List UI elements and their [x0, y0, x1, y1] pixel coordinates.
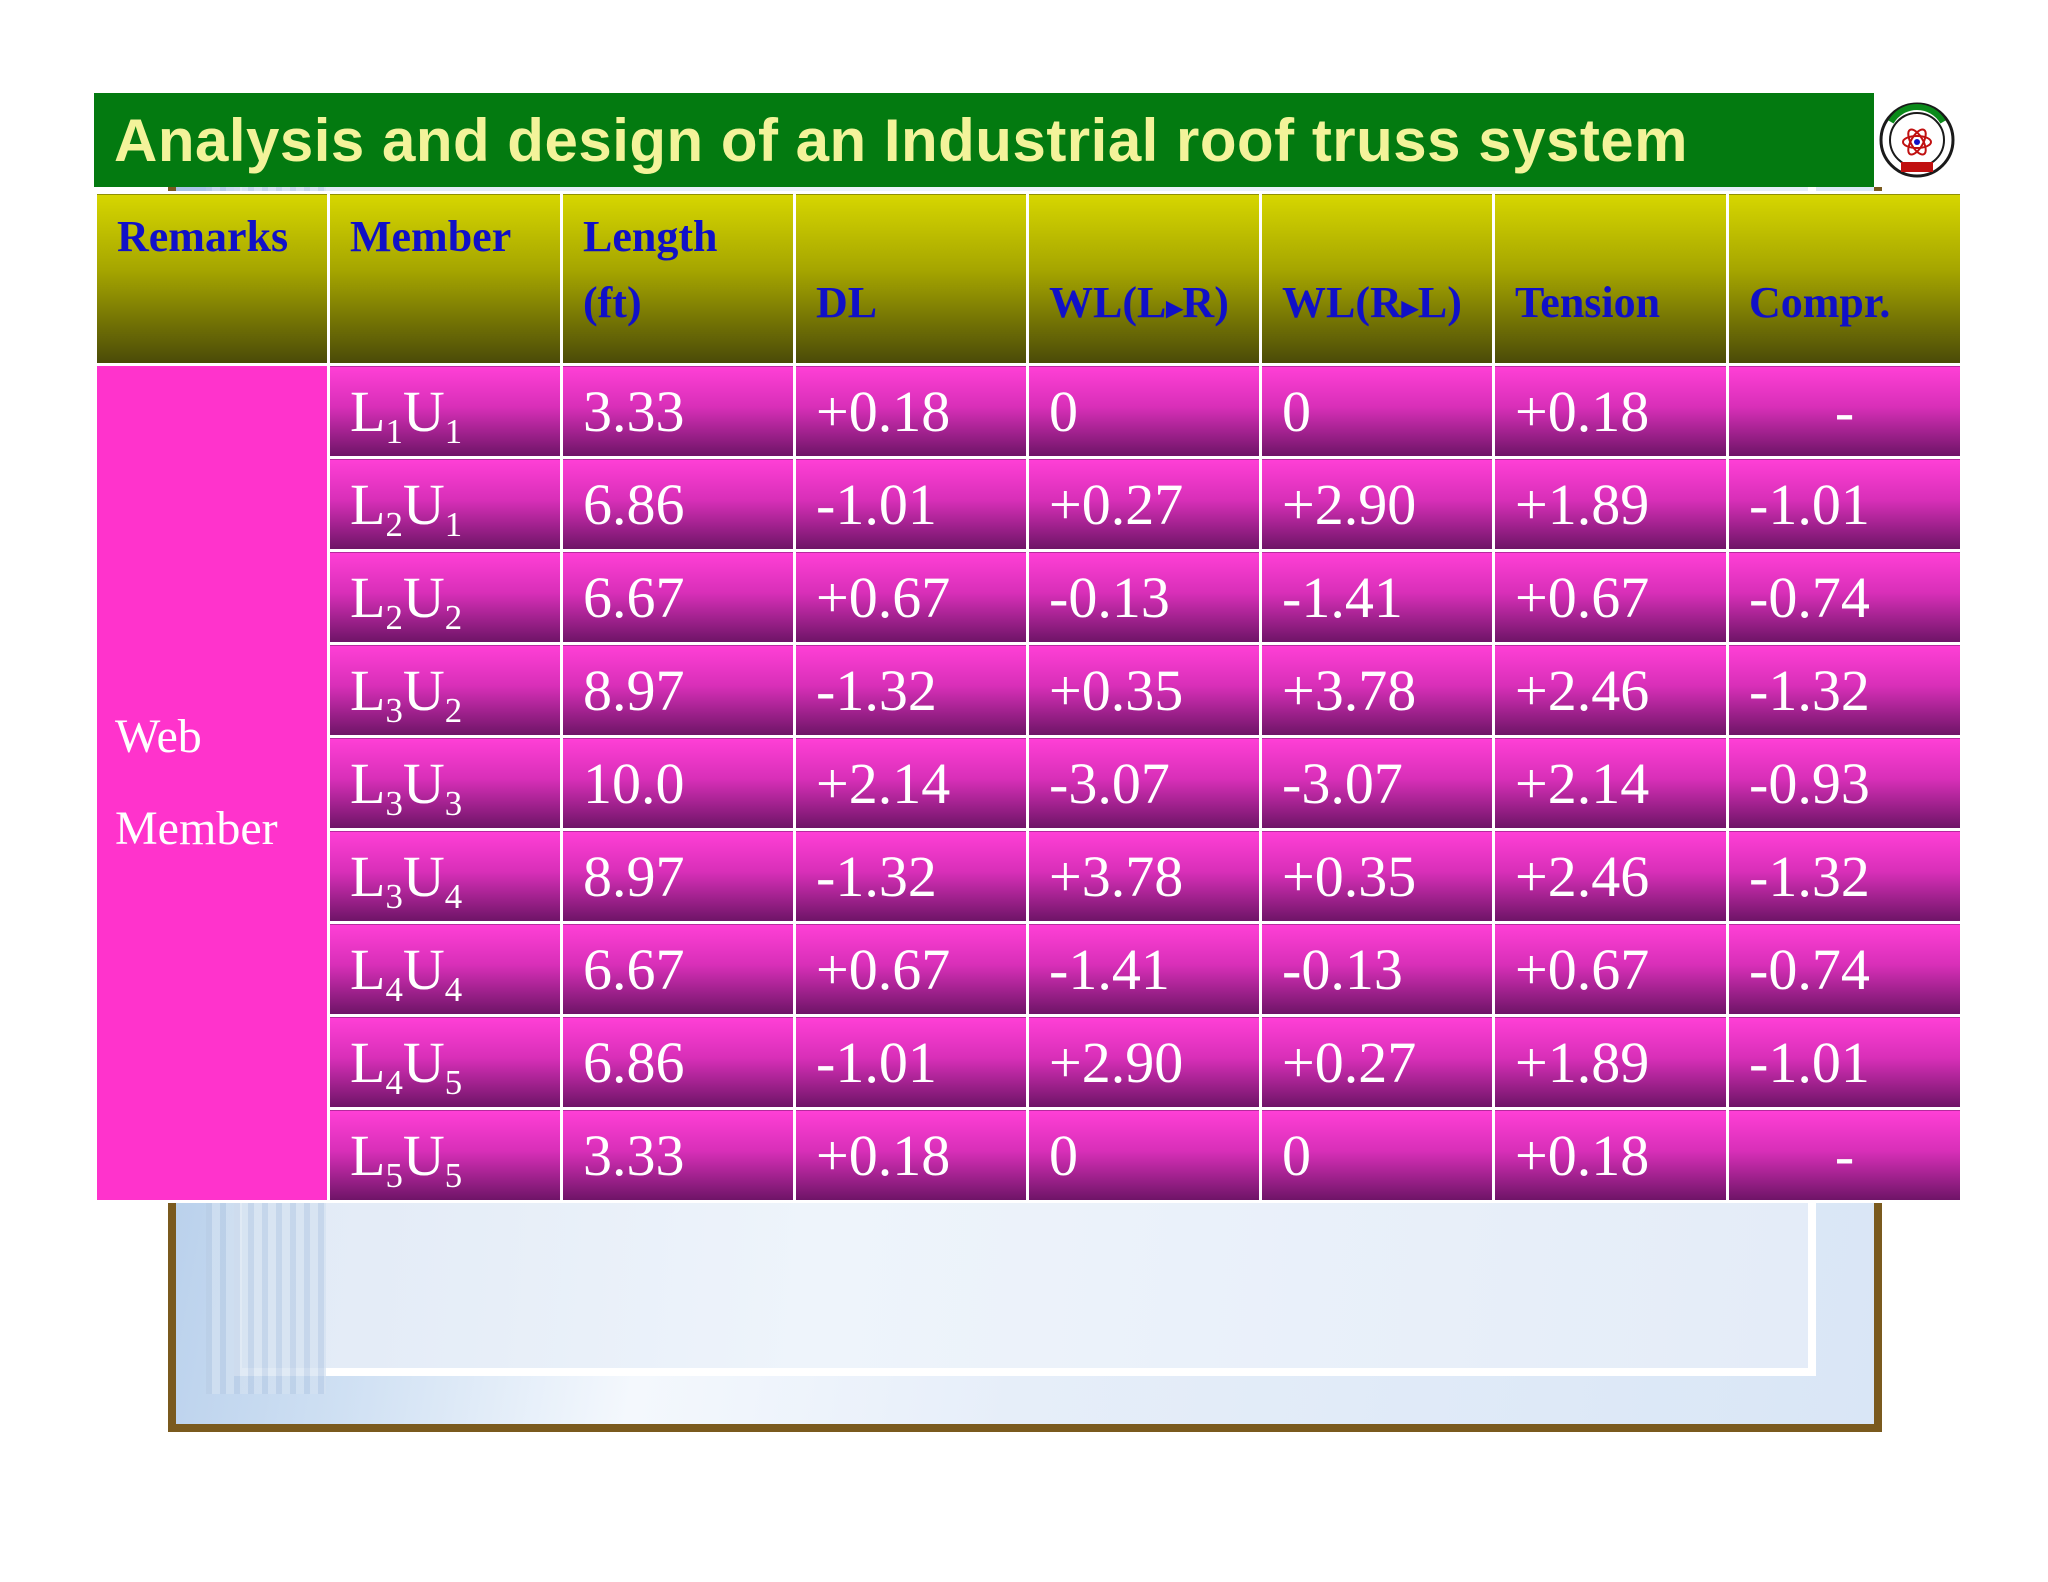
wl-lr-cell: +0.35 — [1026, 642, 1262, 738]
dl-cell: -1.32 — [793, 828, 1029, 924]
table-row: Web Member L1U1 3.33 +0.18 0 0 +0.18 - — [94, 363, 1963, 1203]
compr-cell: -1.01 — [1726, 456, 1963, 552]
wl-rl-cell: -1.41 — [1259, 549, 1495, 645]
compr-cell: - — [1726, 1107, 1963, 1203]
dl-cell: +0.18 — [793, 1107, 1029, 1203]
col-header-wl-rl-b: L) — [1417, 278, 1462, 327]
length-cell: 6.67 — [560, 549, 796, 645]
remarks-line1: Web — [115, 710, 202, 763]
dl-cell: -1.01 — [793, 456, 1029, 552]
col-header-tension: Tension — [1492, 191, 1729, 366]
table-row: L5U5 3.33 +0.18 0 0 +0.18 - — [96, 1107, 1963, 1203]
length-cell: 10.0 — [560, 735, 796, 831]
university-seal-icon — [1874, 93, 1960, 187]
table-row: L4U5 6.86 -1.01 +2.90 +0.27 +1.89 -1.01 — [96, 1014, 1963, 1110]
wl-lr-cell: -0.13 — [1026, 549, 1262, 645]
tension-cell: +2.46 — [1492, 828, 1729, 924]
member-cell: L2U2 — [327, 549, 563, 645]
remarks-line2: Member — [115, 802, 278, 855]
col-header-length-line2: (ft) — [583, 278, 642, 327]
wl-lr-cell: +2.90 — [1026, 1014, 1262, 1110]
tension-cell: +0.67 — [1492, 549, 1729, 645]
tension-cell: +2.14 — [1492, 735, 1729, 831]
wl-rl-cell: +3.78 — [1259, 642, 1495, 738]
dl-cell: +0.18 — [793, 363, 1029, 459]
length-cell: 3.33 — [560, 1107, 796, 1203]
tension-cell: +0.18 — [1492, 1107, 1729, 1203]
dl-cell: -1.01 — [793, 1014, 1029, 1110]
col-header-length: Length (ft) — [560, 191, 796, 366]
col-header-wl-lr-a: WL(L — [1049, 278, 1167, 327]
table-row: L3U2 8.97 -1.32 +0.35 +3.78 +2.46 -1.32 — [96, 642, 1963, 738]
length-cell: 3.33 — [560, 363, 796, 459]
length-cell: 6.67 — [560, 921, 796, 1017]
remarks-cell: Web Member — [94, 363, 330, 1203]
wl-rl-cell: +2.90 — [1259, 456, 1495, 552]
member-cell: L2U1 — [327, 456, 563, 552]
member-cell: L3U4 — [327, 828, 563, 924]
dl-cell: +0.67 — [793, 549, 1029, 645]
wl-rl-cell: 0 — [1259, 363, 1495, 459]
table-row: L2U1 6.86 -1.01 +0.27 +2.90 +1.89 -1.01 — [96, 456, 1963, 552]
length-cell: 6.86 — [560, 1014, 796, 1110]
table-row: L4U4 6.67 +0.67 -1.41 -0.13 +0.67 -0.74 — [96, 921, 1963, 1017]
wl-lr-cell: -1.41 — [1026, 921, 1262, 1017]
wl-rl-cell: -3.07 — [1259, 735, 1495, 831]
member-cell: L4U4 — [327, 921, 563, 1017]
compr-cell: -1.32 — [1726, 642, 1963, 738]
compr-cell: -0.93 — [1726, 735, 1963, 831]
title-bar: Analysis and design of an Industrial roo… — [94, 93, 1874, 187]
length-cell: 8.97 — [560, 828, 796, 924]
table-header-row: Remarks Member Length (ft) DL WL(L▸R) WL… — [94, 191, 1963, 366]
col-header-tension-label: Tension — [1515, 278, 1661, 327]
col-header-length-line1: Length — [583, 212, 718, 261]
dl-cell: -1.32 — [793, 642, 1029, 738]
col-header-member: Member — [327, 191, 563, 366]
col-header-wl-rl-a: WL(R — [1282, 278, 1402, 327]
tension-cell: +2.46 — [1492, 642, 1729, 738]
compr-cell: -0.74 — [1726, 549, 1963, 645]
member-cell: L5U5 — [327, 1107, 563, 1203]
wl-rl-cell: 0 — [1259, 1107, 1495, 1203]
tension-cell: +0.18 — [1492, 363, 1729, 459]
arrow-right-icon: ▸ — [1401, 288, 1418, 325]
col-header-compr: Compr. — [1726, 191, 1963, 366]
col-header-wl-rl: WL(R▸L) — [1259, 191, 1495, 366]
dl-cell: +0.67 — [793, 921, 1029, 1017]
compr-cell: -1.01 — [1726, 1014, 1963, 1110]
member-cell: L1U1 — [327, 363, 563, 459]
length-cell: 6.86 — [560, 456, 796, 552]
wl-lr-cell: -3.07 — [1026, 735, 1262, 831]
tension-cell: +1.89 — [1492, 456, 1729, 552]
dl-cell: +2.14 — [793, 735, 1029, 831]
page-title: Analysis and design of an Industrial roo… — [114, 106, 1689, 174]
col-header-remarks: Remarks — [94, 191, 330, 366]
member-cell: L3U3 — [327, 735, 563, 831]
col-header-dl-label: DL — [816, 278, 878, 327]
table-row: L3U4 8.97 -1.32 +3.78 +0.35 +2.46 -1.32 — [96, 828, 1963, 924]
member-cell: L3U2 — [327, 642, 563, 738]
col-header-wl-lr-b: R) — [1182, 278, 1229, 327]
wl-lr-cell: +0.27 — [1026, 456, 1262, 552]
compr-cell: -1.32 — [1726, 828, 1963, 924]
compr-cell: - — [1726, 363, 1963, 459]
compr-cell: -0.74 — [1726, 921, 1963, 1017]
wl-lr-cell: 0 — [1026, 363, 1262, 459]
table-row: L3U3 10.0 +2.14 -3.07 -3.07 +2.14 -0.93 — [96, 735, 1963, 831]
length-cell: 8.97 — [560, 642, 796, 738]
member-cell: L4U5 — [327, 1014, 563, 1110]
truss-member-table: Remarks Member Length (ft) DL WL(L▸R) WL… — [94, 191, 1963, 1203]
arrow-right-icon: ▸ — [1166, 288, 1183, 325]
table-row: L2U2 6.67 +0.67 -0.13 -1.41 +0.67 -0.74 — [96, 549, 1963, 645]
wl-rl-cell: +0.35 — [1259, 828, 1495, 924]
tension-cell: +1.89 — [1492, 1014, 1729, 1110]
col-header-compr-label: Compr. — [1749, 278, 1891, 327]
col-header-wl-lr: WL(L▸R) — [1026, 191, 1262, 366]
col-header-dl: DL — [793, 191, 1029, 366]
wl-rl-cell: -0.13 — [1259, 921, 1495, 1017]
wl-rl-cell: +0.27 — [1259, 1014, 1495, 1110]
wl-lr-cell: +3.78 — [1026, 828, 1262, 924]
wl-lr-cell: 0 — [1026, 1107, 1262, 1203]
tension-cell: +0.67 — [1492, 921, 1729, 1017]
